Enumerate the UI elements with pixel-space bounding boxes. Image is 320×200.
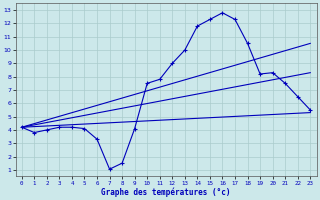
X-axis label: Graphe des températures (°c): Graphe des températures (°c) (101, 187, 231, 197)
